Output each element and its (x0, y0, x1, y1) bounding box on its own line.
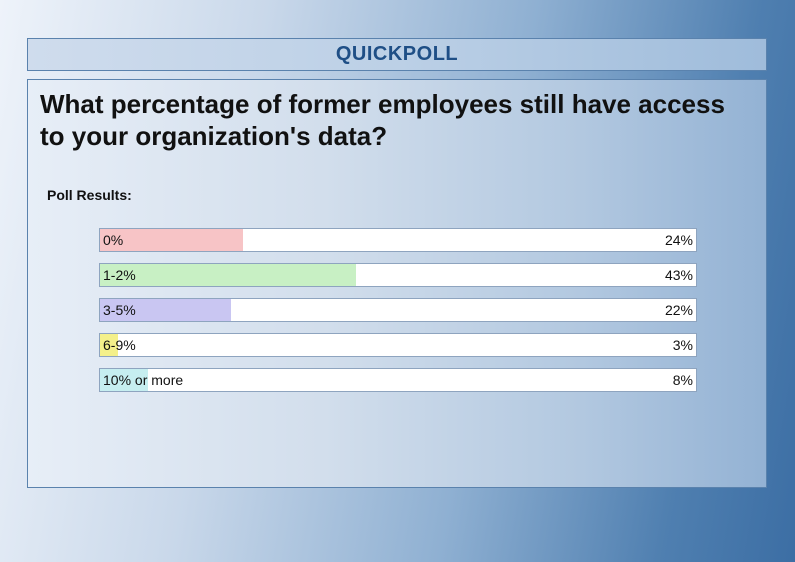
poll-bar-row: 1-2% 43% (99, 263, 697, 287)
poll-bar-label: 3-5% (103, 302, 136, 318)
poll-bar-row: 6-9% 3% (99, 333, 697, 357)
poll-bar-fill (100, 264, 357, 286)
header-title: QUICKPOLL (335, 43, 459, 65)
poll-bar-fill (100, 299, 232, 321)
poll-bar-label: 6-9% (103, 337, 136, 353)
poll-bar-value: 3% (672, 337, 693, 353)
poll-panel: What percentage of former employees stil… (27, 79, 767, 488)
poll-results-label: Poll Results: (47, 187, 132, 203)
poll-bar-fill (100, 229, 244, 251)
poll-bar-row: 10% or more 8% (99, 368, 697, 392)
poll-bar-label: 1-2% (103, 267, 136, 283)
poll-bar-value: 24% (664, 232, 693, 248)
poll-bar-value: 8% (672, 372, 693, 388)
poll-results-chart: 0% 24% 1-2% 43% 3-5% 22% 6-9% 3% 10% or more 8% (99, 228, 697, 403)
poll-bar-row: 0% 24% (99, 228, 697, 252)
poll-bar-value: 22% (664, 302, 693, 318)
quickpoll-header: QUICKPOLL (27, 38, 767, 71)
poll-bar-fill (100, 369, 148, 391)
poll-bar-label: 0% (103, 232, 124, 248)
poll-question: What percentage of former employees stil… (40, 89, 725, 151)
poll-bar-value: 43% (664, 267, 693, 283)
poll-bar-fill (100, 334, 118, 356)
poll-bar-label: 10% or more (103, 372, 184, 388)
poll-bar-row: 3-5% 22% (99, 298, 697, 322)
